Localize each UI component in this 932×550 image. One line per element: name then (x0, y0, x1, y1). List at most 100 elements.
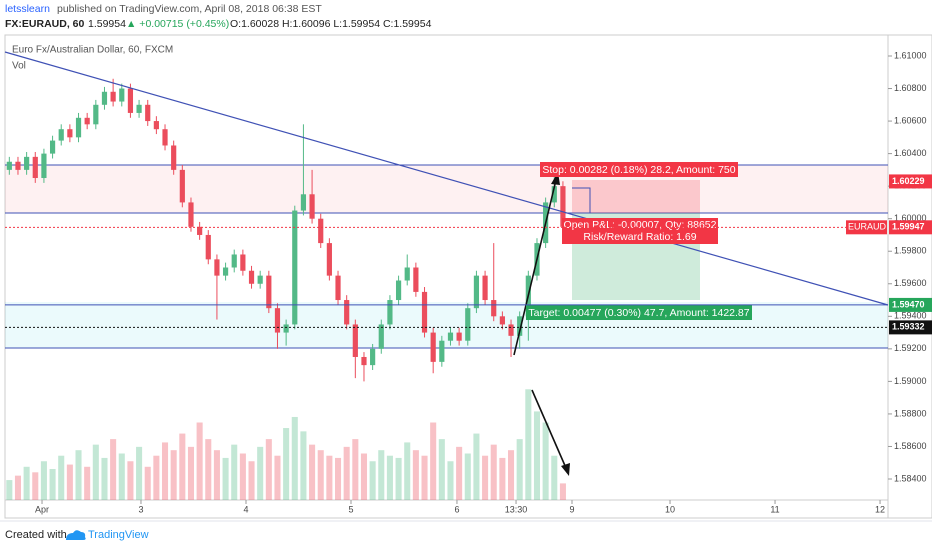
target-label: Target: 0.00477 (0.30%) 47.7, Amount: 14… (528, 307, 749, 319)
volume-bar (421, 455, 428, 500)
volume-bar (92, 444, 99, 500)
volume-bar (14, 475, 22, 500)
x-tick-label: 6 (454, 504, 459, 514)
chart-frame (4, 34, 932, 519)
candle-body (15, 161, 21, 170)
candle-body (75, 117, 82, 138)
volume-bar (75, 450, 82, 500)
volume-bar (412, 450, 419, 500)
candle-body (387, 300, 393, 325)
volume-bar (23, 466, 30, 500)
volume-bar (274, 455, 281, 500)
y-tick-label: 1.60400 (894, 148, 927, 158)
author[interactable]: letsslearn (5, 3, 50, 15)
created-with: Created with (5, 529, 67, 541)
candle-body (93, 104, 99, 125)
volume-bar (317, 450, 324, 500)
x-tick-label: 11 (770, 504, 779, 514)
candle-body (266, 275, 272, 309)
volume-bar (369, 461, 376, 500)
chart-title: Euro Fx/Australian Dollar, 60, FXCM (12, 45, 173, 56)
volume-bar (153, 455, 160, 500)
volume-bar (239, 453, 246, 500)
volume-bar (542, 422, 549, 500)
volume-bar (265, 439, 272, 500)
volume-bar (127, 461, 134, 500)
stop-label: Stop: 0.00282 (0.18%) 28.2, Amount: 750 (542, 164, 735, 176)
arrow-down (531, 389, 567, 469)
candle-body (318, 218, 324, 244)
volume-bar (335, 457, 342, 500)
candle-body (274, 308, 281, 333)
candle-body (370, 348, 376, 366)
volume-bar (352, 439, 359, 500)
volume-bar (101, 457, 108, 500)
volume-bar (66, 464, 73, 500)
y-tick-label: 1.59600 (894, 278, 927, 288)
volume-bar (464, 453, 471, 500)
candle-body (421, 291, 428, 333)
volume-bar (179, 433, 186, 500)
y-tick-label: 1.59000 (894, 376, 927, 386)
volume-bar (110, 439, 117, 500)
candle-body (491, 300, 497, 317)
volume-bar (386, 455, 393, 500)
price-tag (889, 174, 932, 189)
candle-body (197, 226, 203, 235)
symbol-tag (846, 220, 887, 235)
volume-bar (404, 442, 411, 500)
volume-bar (499, 457, 506, 500)
y-tick-label: 1.58800 (894, 408, 927, 418)
stop-box (572, 180, 700, 213)
published: published on TradingView.com, April 08, … (57, 3, 322, 15)
candle-body (32, 156, 38, 179)
volume-bar (248, 461, 255, 500)
candle-body (58, 129, 64, 141)
volume-bar (559, 483, 566, 500)
pnl-label-box (562, 218, 718, 244)
candle-body (188, 202, 194, 227)
candle-body (447, 332, 454, 341)
candle-body (508, 324, 514, 336)
y-tick-label: 1.60000 (894, 213, 927, 223)
volume-bar (438, 439, 445, 500)
change: ▲ +0.00715 (+0.45%) (126, 18, 229, 30)
volume-bar (326, 455, 333, 500)
candle-body (179, 169, 185, 203)
y-tick-label: 1.59400 (894, 311, 927, 321)
logo[interactable] (66, 530, 86, 540)
y-tick-label: 1.60800 (894, 83, 927, 93)
candle-body (361, 356, 367, 366)
candle-body (153, 121, 159, 130)
volume-bar (40, 461, 47, 500)
candle-body (214, 259, 220, 276)
candle-body (439, 340, 445, 362)
price-tag-label: 1.59947 (892, 222, 925, 232)
volume-bar (161, 442, 169, 500)
volume-bar (144, 466, 151, 500)
pnl-label: Open P&L: -0.00007, Qty: 88652 (564, 219, 717, 231)
volume-bar (300, 431, 307, 500)
candle-body (171, 145, 177, 170)
price-tag-label: 1.59470 (892, 299, 925, 309)
x-tick-label: 13:30 (505, 504, 528, 514)
volume-bar (516, 439, 523, 500)
symbol: FX:EURAUD, 60 (5, 18, 85, 30)
support-zone (5, 302, 888, 348)
volume-bar (291, 416, 298, 500)
y-tick-label: 1.59800 (894, 246, 927, 256)
x-tick-label: 3 (138, 504, 143, 514)
volume-bar (456, 446, 463, 500)
candle-body (101, 91, 108, 105)
volume-bar (395, 457, 402, 500)
volume-bar (360, 453, 368, 500)
x-tick-label: 10 (665, 504, 675, 514)
candle-body (352, 324, 358, 357)
price-tag (889, 297, 932, 312)
y-tick-label: 1.61000 (894, 50, 927, 60)
brand[interactable]: TradingView (88, 529, 149, 541)
candle-body (136, 104, 142, 113)
candle-body (551, 186, 557, 203)
